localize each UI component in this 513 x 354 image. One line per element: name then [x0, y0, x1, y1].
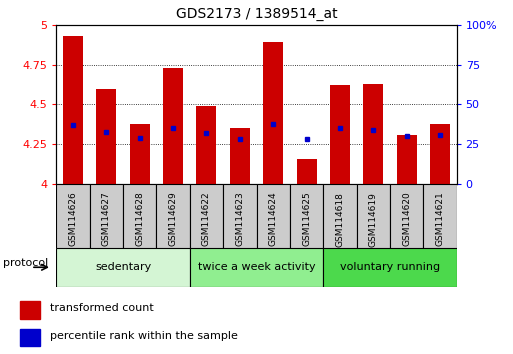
Text: GSM114625: GSM114625: [302, 192, 311, 246]
Bar: [163, 68, 183, 184]
Text: GSM114626: GSM114626: [69, 192, 77, 246]
Text: GSM114623: GSM114623: [235, 192, 244, 246]
FancyBboxPatch shape: [190, 248, 323, 287]
Text: GSM114618: GSM114618: [336, 192, 344, 247]
FancyBboxPatch shape: [223, 184, 256, 248]
Bar: [130, 124, 150, 184]
FancyBboxPatch shape: [357, 184, 390, 248]
Text: GSM114620: GSM114620: [402, 192, 411, 246]
Text: GSM114627: GSM114627: [102, 192, 111, 246]
Bar: [20, 329, 40, 346]
Text: sedentary: sedentary: [95, 262, 151, 272]
FancyBboxPatch shape: [190, 184, 223, 248]
Text: GSM114622: GSM114622: [202, 192, 211, 246]
Title: GDS2173 / 1389514_at: GDS2173 / 1389514_at: [175, 7, 338, 21]
Bar: [397, 135, 417, 184]
Text: protocol: protocol: [3, 258, 48, 268]
FancyBboxPatch shape: [323, 184, 357, 248]
Text: percentile rank within the sample: percentile rank within the sample: [50, 331, 238, 341]
FancyBboxPatch shape: [123, 184, 156, 248]
FancyBboxPatch shape: [423, 184, 457, 248]
FancyBboxPatch shape: [290, 184, 323, 248]
FancyBboxPatch shape: [256, 184, 290, 248]
Bar: [230, 129, 250, 184]
FancyBboxPatch shape: [90, 184, 123, 248]
Bar: [297, 159, 317, 184]
Text: voluntary running: voluntary running: [340, 262, 440, 272]
FancyBboxPatch shape: [56, 184, 90, 248]
Bar: [20, 301, 40, 319]
Bar: [430, 124, 450, 184]
Text: GSM114621: GSM114621: [436, 192, 444, 246]
Bar: [96, 88, 116, 184]
Bar: [263, 42, 283, 184]
Bar: [63, 36, 83, 184]
Text: GSM114629: GSM114629: [169, 192, 177, 246]
Text: transformed count: transformed count: [50, 303, 153, 313]
Text: GSM114628: GSM114628: [135, 192, 144, 246]
FancyBboxPatch shape: [390, 184, 423, 248]
Bar: [330, 85, 350, 184]
Bar: [363, 84, 383, 184]
Bar: [196, 106, 216, 184]
Text: GSM114624: GSM114624: [269, 192, 278, 246]
Text: twice a week activity: twice a week activity: [198, 262, 315, 272]
FancyBboxPatch shape: [56, 248, 190, 287]
FancyBboxPatch shape: [156, 184, 190, 248]
Text: GSM114619: GSM114619: [369, 192, 378, 247]
FancyBboxPatch shape: [323, 248, 457, 287]
